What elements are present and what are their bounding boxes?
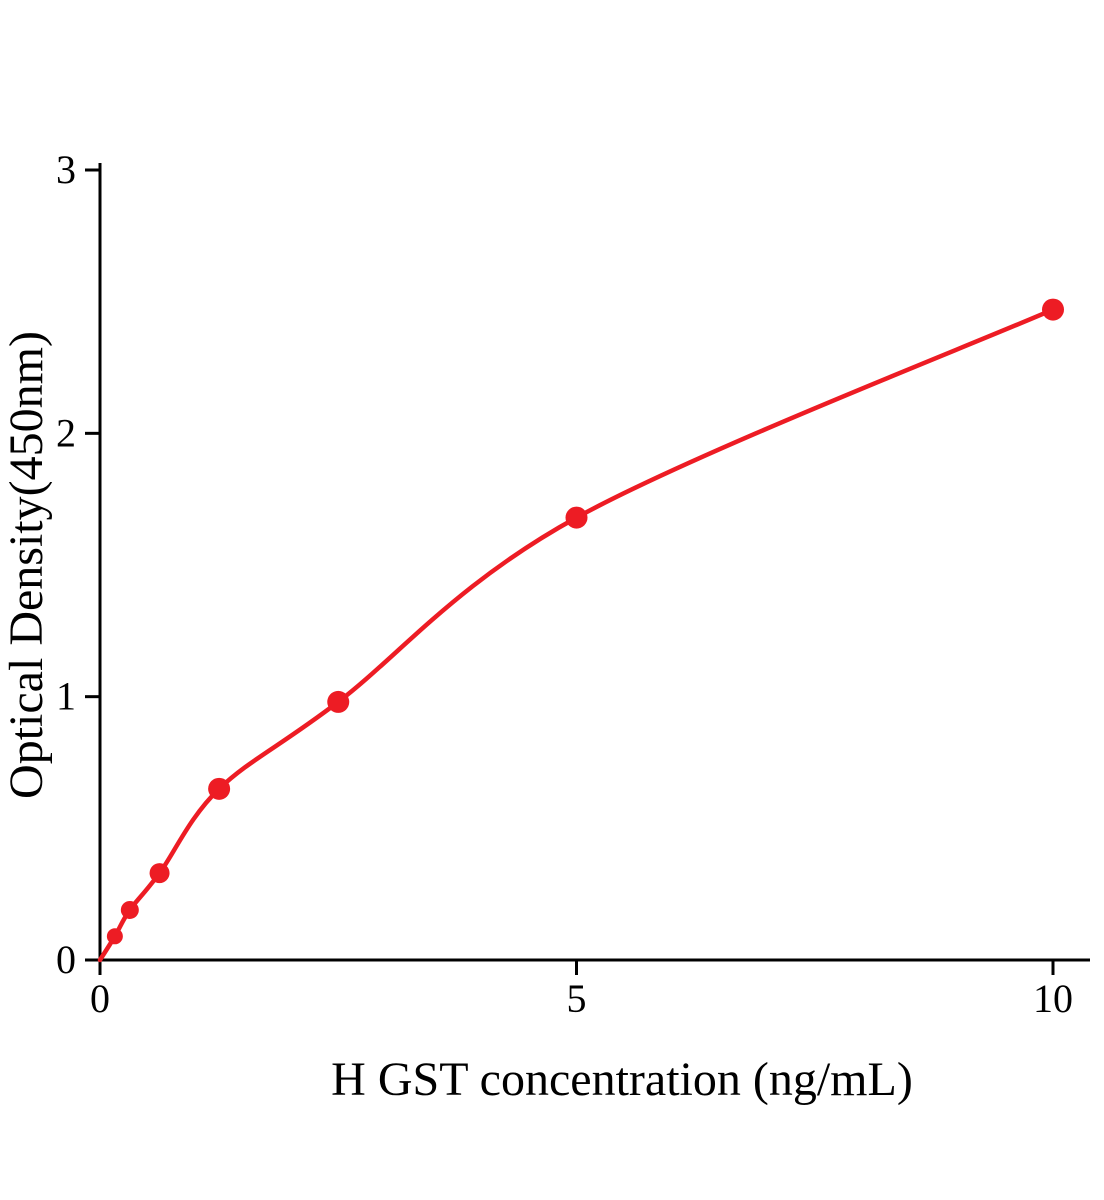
data-point [565, 506, 588, 529]
x-axis-title: H GST concentration (ng/mL) [331, 1053, 913, 1106]
x-tick-label: 10 [1033, 976, 1073, 1021]
y-axis-title: Optical Density(450nm) [0, 331, 53, 799]
y-tick-label: 2 [56, 410, 76, 455]
data-point [327, 690, 350, 713]
x-tick-label: 0 [90, 976, 110, 1021]
tick-marks [85, 168, 1055, 975]
x-tick-label: 5 [567, 976, 587, 1021]
data-point [149, 863, 170, 884]
data-point [208, 777, 231, 800]
data-point [120, 900, 139, 919]
data-series [97, 298, 1064, 963]
tick-labels: 0 5 10 0 1 2 3 [56, 147, 1073, 1021]
y-tick-label: 0 [56, 937, 76, 982]
data-point [1042, 298, 1064, 321]
y-tick-label: 3 [56, 147, 76, 192]
y-tick-label: 1 [56, 674, 76, 719]
data-point [106, 928, 123, 945]
axes [98, 163, 1090, 962]
fit-curve-line [97, 307, 1056, 963]
